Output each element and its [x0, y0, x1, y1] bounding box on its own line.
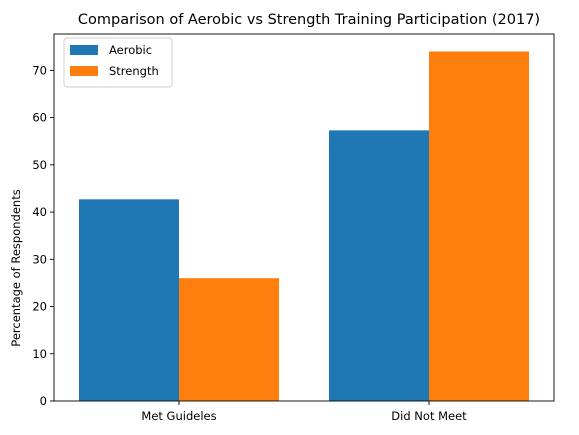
legend-label-strength: Strength	[109, 64, 159, 78]
chart-title: Comparison of Aerobic vs Strength Traini…	[78, 12, 540, 28]
y-axis-label: Percentage of Respondents	[9, 189, 23, 346]
plot-frame	[53, 33, 555, 402]
legend: Aerobic Strength	[63, 37, 173, 88]
legend-swatch-strength	[70, 66, 98, 76]
legend-label-aerobic: Aerobic	[109, 43, 152, 57]
x-tick-label-did-not-meet: Did Not Meet	[391, 409, 467, 423]
bar-strength-did-not-meet	[429, 51, 529, 401]
bar-strength-met-guideles	[179, 278, 279, 401]
y-tick-label: 20	[32, 300, 47, 314]
axes-layer: 0 10 20 30 40 50 60 70 Met Guideles Did Not Meet	[32, 33, 555, 423]
legend-swatch-aerobic	[70, 45, 98, 55]
y-tick-label: 50	[32, 158, 47, 172]
y-tick-label: 0	[40, 394, 47, 408]
x-tick-label-met-guideles: Met Guideles	[141, 409, 216, 423]
y-tick-label: 60	[32, 111, 47, 125]
y-tick-label: 40	[32, 205, 47, 219]
bar-aerobic-did-not-meet	[329, 130, 429, 401]
y-tick-label: 70	[32, 63, 47, 77]
y-tick-label: 30	[32, 252, 47, 266]
y-tick-label: 10	[32, 347, 47, 361]
bars-layer	[79, 51, 529, 401]
bar-aerobic-met-guideles	[79, 199, 179, 401]
